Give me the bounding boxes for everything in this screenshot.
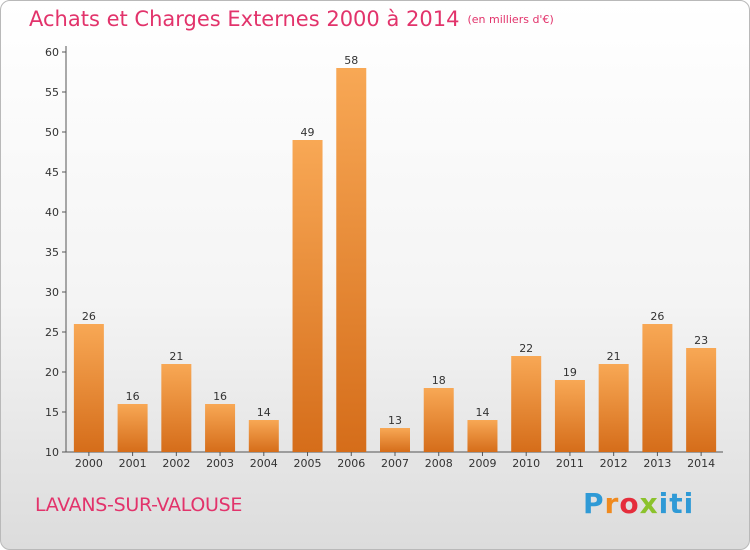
- x-tick-label-2012: 2012: [600, 457, 628, 470]
- y-tick-label: 10: [45, 446, 59, 459]
- bar-2004: [248, 420, 279, 452]
- y-tick-label: 20: [45, 366, 59, 379]
- y-tick-label: 25: [45, 326, 59, 339]
- proxiti-logo: Proxiti: [583, 487, 695, 520]
- x-tick-label-2013: 2013: [643, 457, 671, 470]
- value-label-2010: 22: [519, 342, 533, 355]
- x-tick-label-2002: 2002: [162, 457, 190, 470]
- chart-title: Achats et Charges Externes 2000 à 2014 (e…: [29, 7, 554, 31]
- value-label-2006: 58: [344, 54, 358, 67]
- x-tick-label-2008: 2008: [425, 457, 453, 470]
- bar-2005: [292, 140, 323, 452]
- y-tick-label: 50: [45, 126, 59, 139]
- y-tick-label: 15: [45, 406, 59, 419]
- y-tick-label: 40: [45, 206, 59, 219]
- chart-bars: [73, 68, 717, 452]
- value-label-2008: 18: [432, 374, 446, 387]
- bar-2007: [380, 428, 410, 452]
- x-tick-label-2011: 2011: [556, 457, 584, 470]
- bar-chart: 10 15 20 25 30 35 40 45 50 55 60 26 2000 16 2001 21 200…: [45, 46, 723, 470]
- x-tick-label-2006: 2006: [337, 457, 365, 470]
- value-label-2002: 21: [169, 350, 183, 363]
- chart-title-text: Achats et Charges Externes 2000 à 2014: [29, 7, 460, 31]
- y-tick-label: 60: [45, 46, 59, 59]
- y-tick-label: 30: [45, 286, 59, 299]
- bar-2010: [511, 356, 542, 452]
- bar-2003: [205, 404, 236, 452]
- bar-2011: [554, 380, 585, 452]
- bar-2000: [73, 324, 104, 452]
- value-label-2003: 16: [213, 390, 227, 403]
- x-tick-label-2001: 2001: [119, 457, 147, 470]
- y-tick-label: 35: [45, 246, 59, 259]
- value-label-2004: 14: [257, 406, 271, 419]
- y-tick-label: 45: [45, 166, 59, 179]
- bar-2002: [161, 364, 192, 452]
- value-label-2001: 16: [126, 390, 140, 403]
- value-label-2011: 19: [563, 366, 577, 379]
- bar-2008: [423, 388, 454, 452]
- city-name: LAVANS-SUR-VALOUSE: [35, 494, 243, 516]
- x-tick-label-2014: 2014: [687, 457, 715, 470]
- value-label-2009: 14: [475, 406, 489, 419]
- bar-2001: [117, 404, 148, 452]
- value-label-2005: 49: [301, 126, 315, 139]
- bar-2006: [336, 68, 367, 452]
- value-label-2014: 23: [694, 334, 708, 347]
- x-tick-label-2003: 2003: [206, 457, 234, 470]
- chart-labels: 26 2000 16 2001 21 2002 16 2003 14 2004 49 2005 58 20…: [75, 54, 715, 470]
- value-label-2007: 13: [388, 414, 402, 427]
- value-label-2012: 21: [607, 350, 621, 363]
- bar-2009: [467, 420, 498, 452]
- x-tick-label-2010: 2010: [512, 457, 540, 470]
- bar-2014: [686, 348, 717, 452]
- value-label-2000: 26: [82, 310, 96, 323]
- bar-2013: [642, 324, 673, 452]
- x-tick-label-2005: 2005: [294, 457, 322, 470]
- y-tick-label: 55: [45, 86, 59, 99]
- x-tick-label-2007: 2007: [381, 457, 409, 470]
- x-tick-label-2004: 2004: [250, 457, 278, 470]
- bar-2012: [598, 364, 629, 452]
- x-tick-label-2000: 2000: [75, 457, 103, 470]
- x-tick-label-2009: 2009: [468, 457, 496, 470]
- value-label-2013: 26: [650, 310, 664, 323]
- chart-unit: (en milliers d'€): [467, 13, 554, 26]
